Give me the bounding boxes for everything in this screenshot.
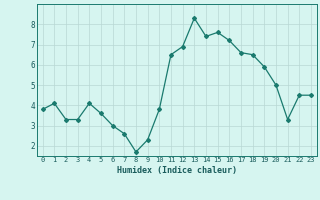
X-axis label: Humidex (Indice chaleur): Humidex (Indice chaleur) [117,166,237,175]
